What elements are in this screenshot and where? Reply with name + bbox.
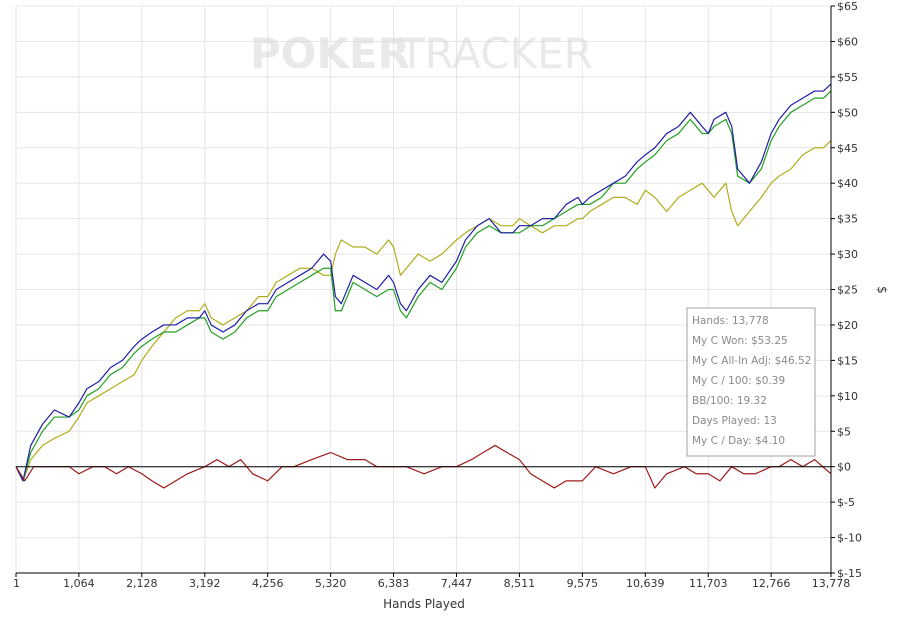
- y-tick-label: $25: [837, 284, 858, 297]
- series-layer: [15, 83, 832, 489]
- y-tick-label: $55: [837, 71, 858, 84]
- y-tick-label: $40: [837, 177, 858, 190]
- y-tick-label: $15: [837, 354, 858, 367]
- stats-per-day: My C / Day: $4.10: [692, 435, 785, 447]
- x-tick-label: 1: [13, 577, 20, 590]
- x-tick-label: 3,192: [189, 577, 221, 590]
- y-tick-label: $-10: [837, 532, 862, 545]
- stats-bb-100: BB/100: 19.32: [692, 395, 767, 407]
- y-tick-label: $5: [837, 425, 851, 438]
- stats-hands: Hands: 13,778: [692, 315, 769, 327]
- x-tick-label: 8,511: [504, 577, 536, 590]
- x-axis-label: Hands Played: [383, 597, 465, 611]
- y-tick-label: $-15: [837, 567, 862, 580]
- grid-layer: [15, 5, 832, 574]
- y-tick-label: $0: [837, 461, 851, 474]
- stats-per-100: My C / 100: $0.39: [692, 375, 785, 387]
- y-tick-label: $65: [837, 0, 858, 13]
- x-tick-label: 9,575: [567, 577, 599, 590]
- stats-box: Hands: 13,778 My C Won: $53.25 My C All-…: [686, 307, 816, 457]
- stats-won: My C Won: $53.25: [692, 335, 788, 347]
- y-tick-label: $-5: [837, 496, 855, 509]
- x-tick-label: 7,447: [441, 577, 473, 590]
- x-tick-label: 10,639: [626, 577, 665, 590]
- y-tick-label: $35: [837, 213, 858, 226]
- watermark-poker: POKER: [250, 29, 410, 78]
- axis-layer: $-15 $-10 $-5 $0 $5 $10 $15 $20 $25 $30 $35 $40 $45 $…: [13, 0, 862, 590]
- x-tick-label: 1,064: [63, 577, 95, 590]
- x-tick-label: 5,320: [315, 577, 347, 590]
- y-tick-label: $45: [837, 142, 858, 155]
- y-tick-label: $60: [837, 35, 858, 48]
- x-tick-label: 2,128: [126, 577, 158, 590]
- series-line-0: [15, 83, 832, 482]
- series-line-2: [15, 140, 832, 482]
- x-tick-label: 12,766: [752, 577, 791, 590]
- y-tick-label: $10: [837, 390, 858, 403]
- y-tick-label: $50: [837, 106, 858, 119]
- x-tick-label: 6,383: [378, 577, 410, 590]
- series-line-3: [15, 444, 832, 489]
- series-line-1: [15, 90, 832, 482]
- x-tick-label: 11,703: [689, 577, 728, 590]
- stats-days-played: Days Played: 13: [692, 415, 777, 427]
- watermark-tracker: TRACKER: [398, 29, 593, 78]
- y-tick-label: $30: [837, 248, 858, 261]
- x-tick-label: 13,778: [812, 577, 851, 590]
- y-axis-label: $: [875, 286, 889, 294]
- stats-allin-adj: My C All-In Adj: $46.52: [692, 355, 811, 367]
- x-tick-label: 4,256: [252, 577, 284, 590]
- y-tick-label: $20: [837, 319, 858, 332]
- stats-box-frame: [686, 307, 816, 457]
